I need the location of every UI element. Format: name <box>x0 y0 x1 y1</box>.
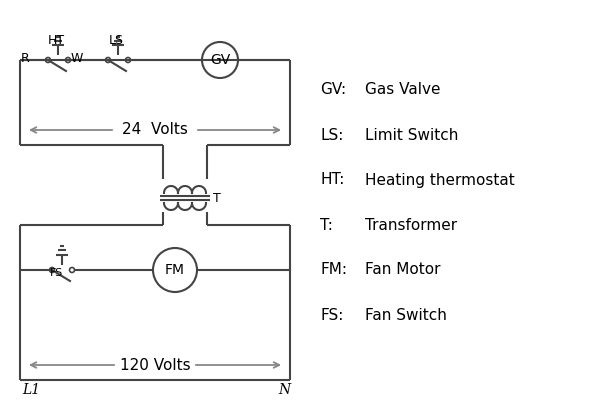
Text: T:: T: <box>320 218 333 232</box>
Text: FM:: FM: <box>320 262 347 278</box>
Text: FS:: FS: <box>320 308 343 322</box>
Text: LS: LS <box>109 34 123 47</box>
Text: GV: GV <box>210 53 230 67</box>
Text: HT: HT <box>47 34 64 47</box>
Text: N: N <box>278 383 290 397</box>
Text: Heating thermostat: Heating thermostat <box>365 172 514 188</box>
Text: LS:: LS: <box>320 128 343 142</box>
Text: L1: L1 <box>22 383 40 397</box>
Text: HT:: HT: <box>320 172 345 188</box>
Text: Transformer: Transformer <box>365 218 457 232</box>
Text: 120 Volts: 120 Volts <box>120 358 191 372</box>
Text: GV:: GV: <box>320 82 346 98</box>
Text: Fan Switch: Fan Switch <box>365 308 447 322</box>
Text: FS: FS <box>50 268 63 278</box>
Text: Fan Motor: Fan Motor <box>365 262 441 278</box>
Text: W: W <box>71 52 83 65</box>
Text: Gas Valve: Gas Valve <box>365 82 441 98</box>
Text: Limit Switch: Limit Switch <box>365 128 458 142</box>
Text: T: T <box>213 192 221 204</box>
Text: 24  Volts: 24 Volts <box>122 122 188 138</box>
Text: FM: FM <box>165 263 185 277</box>
Text: R: R <box>21 52 30 65</box>
